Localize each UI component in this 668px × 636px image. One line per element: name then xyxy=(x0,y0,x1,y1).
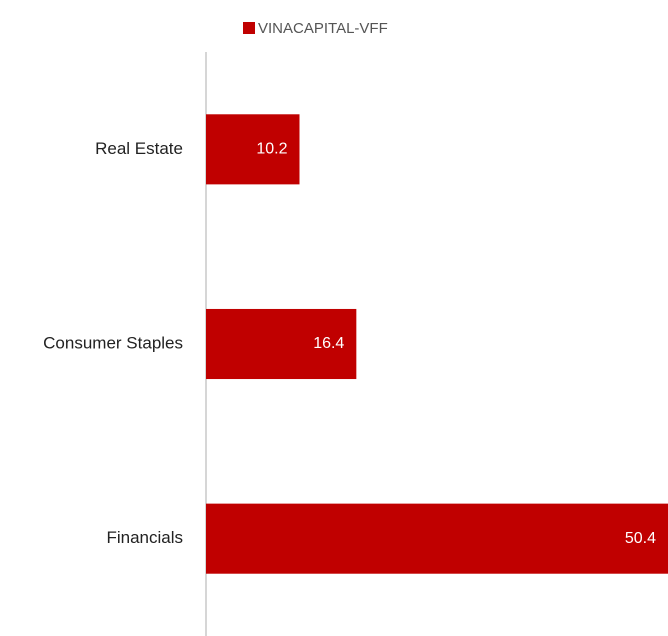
bar xyxy=(206,308,357,380)
legend-swatch xyxy=(243,22,255,34)
bar xyxy=(206,503,668,574)
value-label: 10.2 xyxy=(256,141,287,158)
category-label: Consumer Staples xyxy=(43,333,183,352)
value-label: 50.4 xyxy=(625,530,656,547)
legend-label: VINACAPITAL-VFF xyxy=(258,20,388,37)
category-label: Real Estate xyxy=(95,139,183,158)
value-label: 16.4 xyxy=(313,335,344,352)
bar xyxy=(206,114,300,185)
category-label: Financials xyxy=(106,528,183,547)
